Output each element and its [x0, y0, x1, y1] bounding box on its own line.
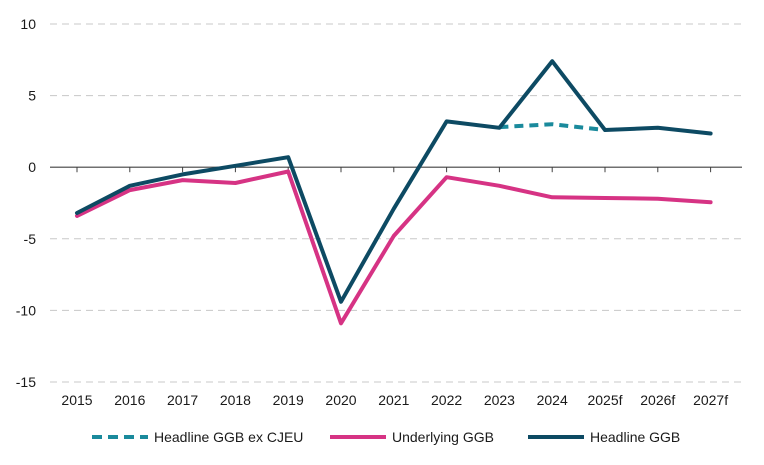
x-tick-label: 2015	[61, 392, 92, 408]
x-tick-label: 2018	[220, 392, 251, 408]
x-tick-label: 2022	[431, 392, 462, 408]
x-tick-label: 2027f	[693, 392, 728, 408]
series-line-headline-ggb	[75, 59, 713, 304]
y-tick-label: 10	[20, 16, 36, 32]
series-lines	[75, 59, 713, 326]
x-axis-ticks: 2015 2016 2017 2018 2019 2020 2021 2022 2023 2024…	[61, 167, 728, 408]
legend-label: Headline GGB ex CJEU	[154, 429, 303, 445]
x-tick-label: 2026f	[640, 392, 675, 408]
y-tick-label: -5	[24, 231, 37, 247]
legend-label: Headline GGB	[590, 429, 680, 445]
x-tick-label: 2025f	[587, 392, 622, 408]
y-tick-label: 0	[28, 159, 36, 175]
y-tick-label: -15	[16, 374, 36, 390]
legend-label: Underlying GGB	[392, 429, 494, 445]
x-tick-label: 2023	[484, 392, 515, 408]
series-line-underlying-ggb	[75, 169, 713, 326]
x-tick-label: 2019	[273, 392, 304, 408]
x-tick-label: 2021	[378, 392, 409, 408]
legend: Headline GGB ex CJEU Underlying GGB Headli…	[92, 429, 680, 445]
grid-lines	[50, 23, 742, 383]
x-tick-label: 2016	[114, 392, 145, 408]
x-tick-label: 2024	[537, 392, 568, 408]
series-line-headline-ggb-ex-cjeu	[499, 122, 606, 132]
y-axis-ticks: 10 5 0 -5 -10 -15	[16, 16, 36, 390]
x-tick-label: 2020	[325, 392, 356, 408]
y-tick-label: 5	[28, 88, 36, 104]
y-tick-label: -10	[16, 302, 36, 318]
x-tick-label: 2017	[167, 392, 198, 408]
